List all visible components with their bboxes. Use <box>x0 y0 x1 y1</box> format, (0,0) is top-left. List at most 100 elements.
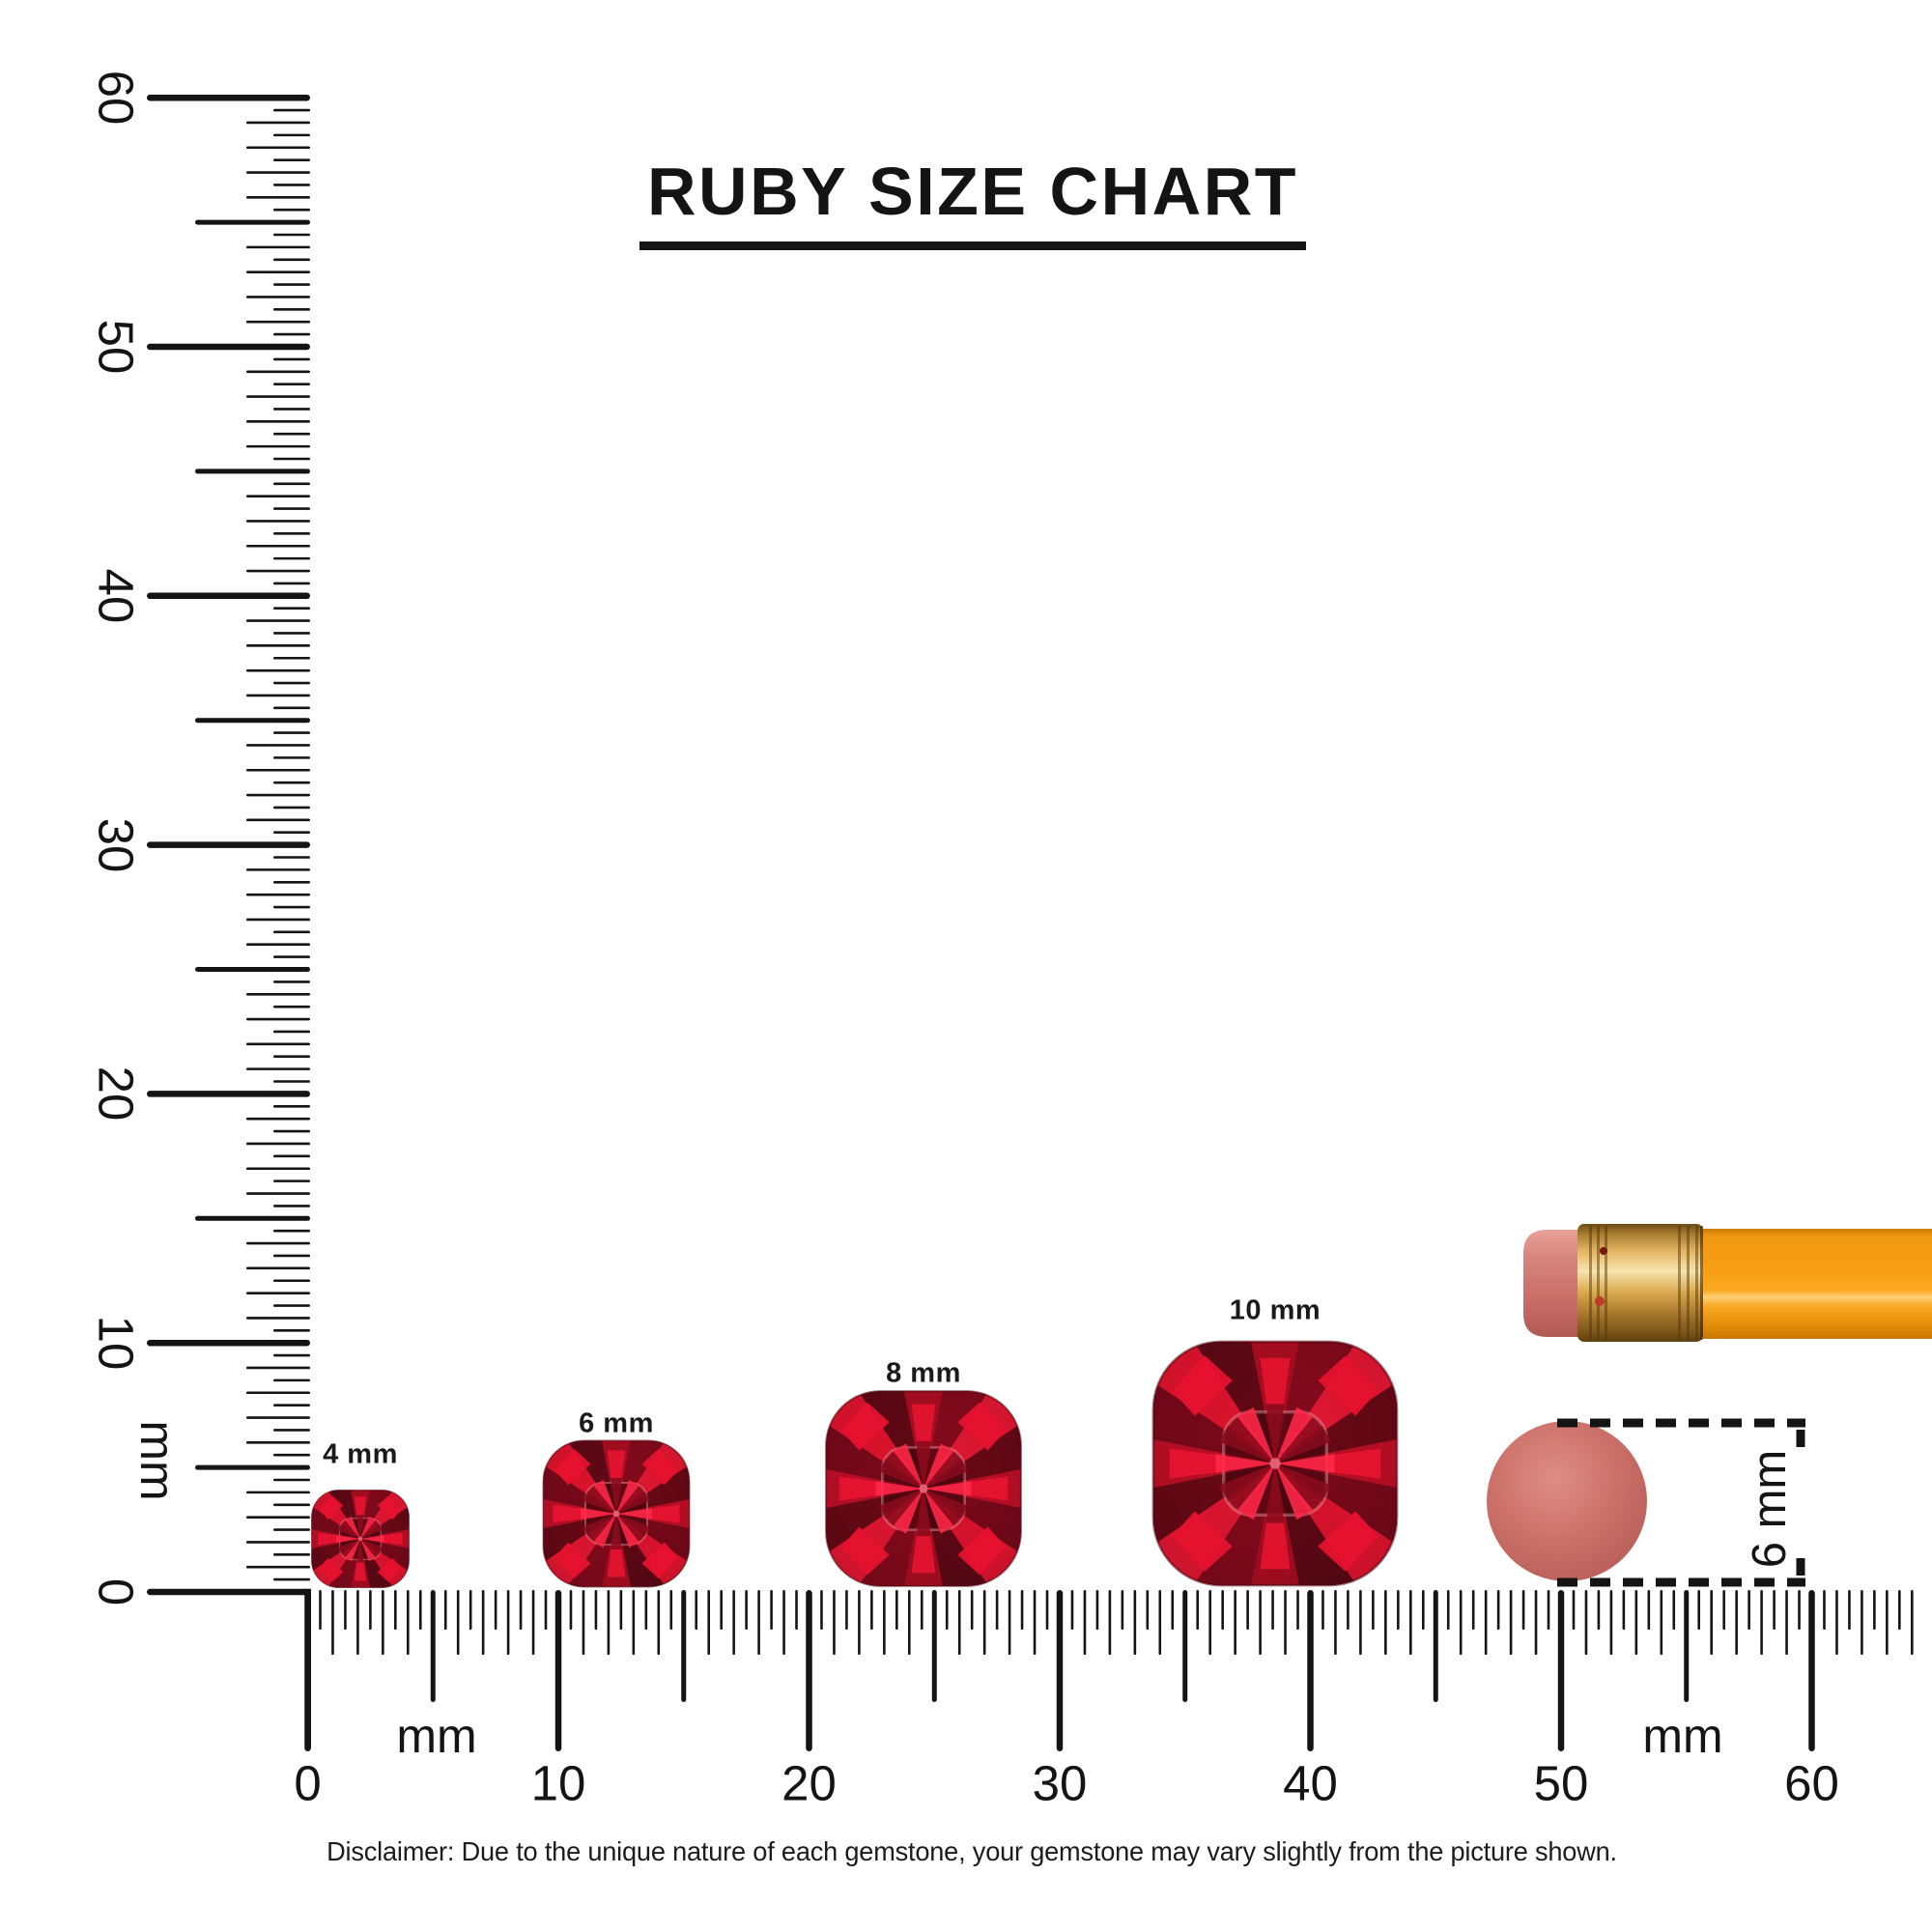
gem-size-label-4mm: 4 mm <box>323 1438 398 1470</box>
horizontal-ruler-tick <box>1384 1590 1387 1655</box>
vertical-ruler-tick <box>273 1129 310 1133</box>
vertical-ruler-tick <box>273 258 310 262</box>
vertical-ruler-tick <box>246 1017 310 1021</box>
horizontal-ruler-tick <box>720 1590 723 1630</box>
vertical-ruler-tick <box>147 94 310 101</box>
horizontal-ruler-tick <box>1697 1590 1701 1630</box>
horizontal-ruler-tick <box>1760 1590 1763 1655</box>
horizontal-ruler-tick <box>644 1590 648 1630</box>
vertical-ruler-tick <box>246 395 310 398</box>
vertical-ruler-tick <box>273 856 310 859</box>
horizontal-ruler-tick <box>1710 1590 1713 1655</box>
horizontal-ruler-tick <box>1572 1590 1576 1630</box>
vertical-ruler-tick <box>246 943 310 947</box>
horizontal-ruler-tick <box>1321 1590 1324 1630</box>
horizontal-ruler-tick <box>1597 1590 1601 1630</box>
horizontal-ruler-tick <box>1446 1590 1450 1630</box>
vertical-ruler-tick <box>246 495 310 497</box>
vertical-ruler-tick <box>246 1042 310 1046</box>
vertical-ruler-tick <box>273 408 310 411</box>
horizontal-ruler-tick <box>931 1590 937 1702</box>
horizontal-ruler-tick <box>1083 1590 1087 1655</box>
horizontal-ruler-tick <box>1033 1590 1037 1655</box>
horizontal-ruler-tick <box>1798 1590 1801 1630</box>
horizontal-ruler-tick <box>582 1590 585 1655</box>
horizontal-ruler-tick <box>344 1590 347 1630</box>
horizontal-ruler-tick <box>757 1590 760 1655</box>
horizontal-ruler-tick <box>1823 1590 1826 1630</box>
horizontal-ruler-tick <box>1471 1590 1475 1630</box>
horizontal-ruler-tick <box>418 1590 422 1630</box>
horizontal-ruler-tick <box>554 1590 562 1751</box>
horizontal-ruler-tick <box>833 1590 836 1655</box>
horizontal-ruler-tick <box>382 1590 384 1655</box>
vertical-ruler-tick <box>273 1429 310 1432</box>
horizontal-ruler-tick <box>770 1590 773 1630</box>
horizontal-ruler-tick <box>544 1590 548 1630</box>
horizontal-ruler-tick <box>594 1590 598 1630</box>
horizontal-ruler-tick <box>1171 1590 1175 1630</box>
horizontal-ruler-tick <box>1848 1590 1851 1630</box>
vertical-ruler-tick <box>246 370 310 374</box>
horizontal-ruler-tick <box>681 1590 687 1702</box>
horizontal-ruler-tick <box>1334 1590 1337 1655</box>
vertical-ruler-tick <box>273 1353 310 1357</box>
vertical-ruler-tick <box>273 1528 310 1531</box>
horizontal-ruler-tick <box>331 1590 334 1655</box>
vertical-ruler-tick <box>273 158 310 161</box>
horizontal-ruler-tick <box>1660 1590 1663 1655</box>
vertical-ruler-tick <box>246 768 310 772</box>
horizontal-ruler-tick <box>519 1590 523 1630</box>
vertical-ruler-tick <box>147 343 310 351</box>
horizontal-ruler-tick <box>531 1590 535 1655</box>
vertical-ruler-number-40: 40 <box>88 568 144 624</box>
vertical-ruler-tick <box>273 432 310 436</box>
vertical-ruler-tick <box>246 270 310 273</box>
horizontal-ruler-tick <box>1521 1590 1525 1630</box>
vertical-ruler-tick <box>273 955 310 958</box>
vertical-ruler-number-30: 30 <box>88 817 144 872</box>
vertical-ruler-tick <box>273 482 310 486</box>
horizontal-ruler-tick <box>957 1590 961 1655</box>
vertical-ruler-tick <box>246 1266 310 1270</box>
vertical-ruler-tick <box>246 793 310 797</box>
vertical-ruler-tick <box>246 420 310 423</box>
vertical-ruler-tick <box>273 831 310 835</box>
vertical-ruler-tick <box>273 731 310 734</box>
horizontal-ruler-tick <box>1584 1590 1588 1655</box>
vertical-ruler-tick <box>246 818 310 822</box>
vertical-ruler-number-50: 50 <box>88 319 144 375</box>
horizontal-ruler-tick <box>806 1590 812 1751</box>
horizontal-ruler-tick <box>920 1590 923 1630</box>
vertical-ruler-tick <box>273 1030 310 1034</box>
horizontal-ruler-tick <box>1609 1590 1613 1655</box>
vertical-ruler-unit: mm <box>130 1420 185 1501</box>
horizontal-ruler-tick <box>1221 1590 1224 1630</box>
vertical-ruler-tick <box>273 1503 310 1507</box>
vertical-ruler-tick <box>273 308 310 311</box>
vertical-ruler-tick <box>273 1304 310 1307</box>
vertical-ruler-tick <box>273 1179 310 1182</box>
vertical-ruler-tick <box>273 930 310 934</box>
vertical-ruler-tick <box>273 532 310 535</box>
horizontal-ruler-tick <box>1409 1590 1412 1655</box>
vertical-ruler-tick <box>246 1167 310 1171</box>
horizontal-ruler-number-60: 60 <box>1784 1755 1839 1811</box>
horizontal-ruler-tick <box>1898 1590 1901 1630</box>
horizontal-ruler-tick <box>970 1590 974 1630</box>
horizontal-ruler-number-40: 40 <box>1283 1755 1338 1811</box>
horizontal-ruler-number-30: 30 <box>1032 1755 1088 1811</box>
horizontal-ruler-tick <box>1421 1590 1425 1630</box>
horizontal-ruler-tick <box>1547 1590 1550 1630</box>
vertical-ruler-tick <box>273 184 310 186</box>
vertical-ruler-tick <box>273 1404 310 1406</box>
vertical-ruler-number-60: 60 <box>88 70 144 126</box>
horizontal-ruler-tick <box>619 1590 623 1630</box>
vertical-ruler-tick <box>273 133 310 137</box>
horizontal-ruler-tick <box>995 1590 999 1630</box>
horizontal-ruler-tick <box>1196 1590 1200 1630</box>
horizontal-ruler-tick <box>1056 1590 1064 1751</box>
horizontal-ruler-tick <box>845 1590 848 1630</box>
horizontal-ruler-tick <box>858 1590 861 1655</box>
